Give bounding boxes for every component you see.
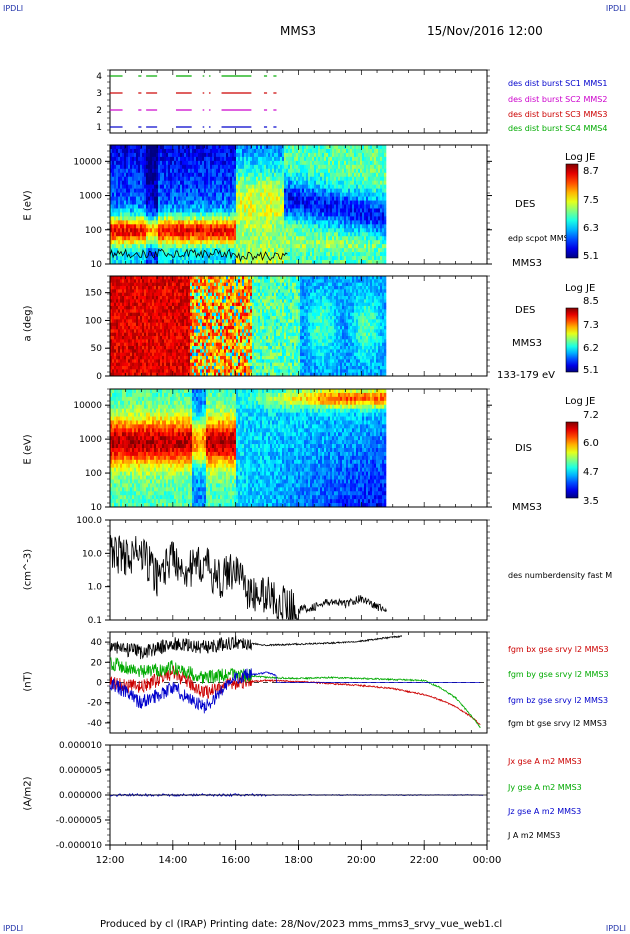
cbar3-tick: 7.2 xyxy=(583,410,599,421)
dis-ytick-label: 100 xyxy=(85,469,102,479)
pa-heatmap xyxy=(110,276,387,377)
bfield-ytick-label: 0 xyxy=(96,679,102,689)
time-tick-label: 00:00 xyxy=(473,855,502,866)
pa-ytick-label: 50 xyxy=(91,344,103,354)
bfield-series-bx xyxy=(109,665,481,725)
legend-jz: Jz gse A m2 MMS3 xyxy=(508,807,582,816)
pa-ytick-label: 0 xyxy=(96,372,102,382)
legend-jy: Jy gse A m2 MMS3 xyxy=(508,783,582,792)
colorbar-2 xyxy=(565,307,579,373)
spacecraft-title: MMS3 xyxy=(280,24,316,38)
corner-label-top-left: IPDLI xyxy=(3,4,24,13)
legend-burst-mms4: des dist burst SC4 MMS4 xyxy=(508,124,608,133)
current-ytick-label: 0.000000 xyxy=(59,791,102,801)
density-ytick-label: 0.1 xyxy=(88,616,102,626)
time-tick-label: 14:00 xyxy=(158,855,187,866)
des-ytick-label: 10 xyxy=(91,260,103,270)
des-instrument-label: DES xyxy=(515,199,536,210)
current-ytick-label: 0.000005 xyxy=(59,766,102,776)
dis-heatmap xyxy=(110,389,387,508)
legend-by: fgm by gse srvy l2 MMS3 xyxy=(508,670,609,679)
legend-jx: Jx gse A m2 MMS3 xyxy=(508,757,582,766)
legend-j: J A m2 MMS3 xyxy=(508,831,561,840)
cbar1-tick: 6.3 xyxy=(583,223,599,234)
footer-credit: Produced by cl (IRAP) Printing date: 28/… xyxy=(100,919,503,930)
des-spacecraft-label: MMS3 xyxy=(512,258,542,269)
cbar2-title: Log JE xyxy=(565,283,596,294)
dis-ytick-label: 1000 xyxy=(79,435,102,445)
burst-ytick-label: 4 xyxy=(96,72,102,82)
dis-ytick-label: 10 xyxy=(91,503,103,513)
current-ytick-label: 0.000010 xyxy=(59,741,102,751)
legend-burst-mms2: des dist burst SC2 MMS2 xyxy=(508,95,608,104)
bfield-series-bz xyxy=(109,668,481,714)
burst-panel-frame xyxy=(109,69,488,134)
time-tick-label: 18:00 xyxy=(284,855,313,866)
dis-ytick-label: 10000 xyxy=(73,401,102,411)
cbar3-tick: 4.7 xyxy=(583,467,599,478)
pa-energy-range: 133-179 eV xyxy=(497,370,555,381)
bfield-ytick-label: -40 xyxy=(87,719,102,729)
legend-bx: fgm bx gse srvy l2 MMS3 xyxy=(508,645,609,654)
cbar1-tick: 8.7 xyxy=(583,166,599,177)
burst-ytick-label: 3 xyxy=(96,89,102,99)
current-ytick-label: -0.000005 xyxy=(56,816,102,826)
legend-burst-mms3: des dist burst SC3 MMS3 xyxy=(508,110,608,119)
pa-instrument-label: DES xyxy=(515,305,536,316)
legend-bz: fgm bz gse srvy l2 MMS3 xyxy=(508,696,609,705)
colorbar-3 xyxy=(565,421,579,499)
des-heatmap xyxy=(110,145,387,265)
cbar3-title: Log JE xyxy=(565,396,596,407)
cbar3-tick: 6.0 xyxy=(583,438,599,449)
density-ytick-label: 10.0 xyxy=(82,549,102,559)
cbar2-tick: 8.5 xyxy=(583,296,599,307)
scpot-overlay-line xyxy=(109,248,288,263)
bfield-series-bt xyxy=(109,634,403,660)
time-tick-label: 16:00 xyxy=(221,855,250,866)
corner-label-bottom-left: IPDLI xyxy=(3,924,24,933)
density-frame xyxy=(109,519,488,621)
cbar2-tick: 5.1 xyxy=(583,365,599,376)
time-tick-label: 22:00 xyxy=(410,855,439,866)
burst-ytick-label: 1 xyxy=(96,123,102,133)
bfield-ytick-label: 40 xyxy=(91,638,103,648)
pa-ytick-label: 150 xyxy=(85,289,102,299)
time-tick-label: 12:00 xyxy=(96,855,125,866)
pa-ytick-label: 100 xyxy=(85,316,102,326)
dis-spacecraft-label: MMS3 xyxy=(512,502,542,513)
date-title: 15/Nov/2016 12:00 xyxy=(427,24,543,38)
colorbar-1 xyxy=(565,163,579,259)
time-tick-label: 20:00 xyxy=(347,855,376,866)
cbar1-tick: 5.1 xyxy=(583,251,599,262)
legend-burst-mms1: des dist burst SC1 MMS1 xyxy=(508,79,608,88)
cbar3-tick: 3.5 xyxy=(583,496,599,507)
bfield-ytick-label: -20 xyxy=(87,699,102,709)
dis-instrument-label: DIS xyxy=(515,443,532,454)
scpot-label: edp scpot MMS3 xyxy=(508,234,574,243)
corner-label-top-right: IPDLI xyxy=(605,4,626,13)
density-series-line xyxy=(109,535,387,620)
des-ytick-label: 100 xyxy=(85,226,102,236)
cbar1-tick: 7.5 xyxy=(583,195,599,206)
corner-label-bottom-right: IPDLI xyxy=(605,924,626,933)
bfield-series-by xyxy=(109,657,481,729)
des-ytick-label: 10000 xyxy=(73,157,102,167)
cbar1-title: Log JE xyxy=(565,152,596,163)
pa-spacecraft-label: MMS3 xyxy=(512,338,542,349)
cbar2-tick: 7.3 xyxy=(583,320,599,331)
des-ytick-label: 1000 xyxy=(79,192,102,202)
bfield-ytick-label: 20 xyxy=(91,658,103,668)
density-ytick-label: 100.0 xyxy=(76,516,102,526)
burst-ytick-label: 2 xyxy=(96,106,102,116)
density-ytick-label: 1.0 xyxy=(88,583,103,593)
legend-bt: fgm bt gse srvy l2 MMS3 xyxy=(508,719,607,728)
current-ytick-label: -0.000010 xyxy=(56,841,102,851)
cbar2-tick: 6.2 xyxy=(583,343,599,354)
legend-density: des numberdensity fast M xyxy=(508,571,613,580)
